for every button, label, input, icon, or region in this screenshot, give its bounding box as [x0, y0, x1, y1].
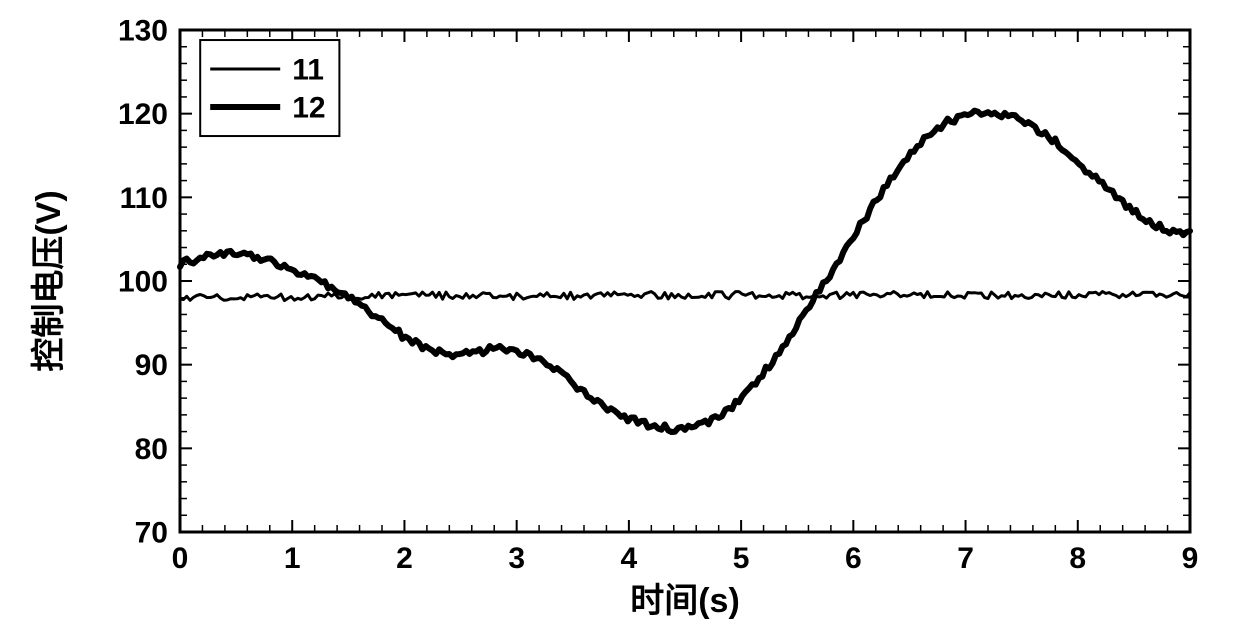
y-tick-label: 100 [118, 266, 168, 299]
legend-label: 11 [292, 54, 324, 87]
x-tick-label: 4 [621, 542, 638, 575]
y-tick-label: 80 [135, 433, 168, 466]
x-axis-label: 时间(s) [630, 582, 740, 620]
x-tick-label: 8 [1069, 542, 1086, 575]
x-tick-label: 2 [396, 542, 413, 575]
x-tick-label: 6 [845, 542, 862, 575]
x-tick-label: 9 [1182, 542, 1199, 575]
y-tick-label: 70 [135, 517, 168, 550]
x-tick-label: 5 [733, 542, 750, 575]
y-axis-label: 控制电压(V) [30, 190, 68, 371]
y-tick-label: 130 [118, 15, 168, 48]
legend-label: 12 [292, 92, 325, 125]
x-tick-label: 0 [172, 542, 189, 575]
chart-container: 0123456789708090100110120130时间(s)控制电压(V)… [0, 0, 1240, 642]
y-tick-label: 90 [135, 349, 168, 382]
y-tick-label: 110 [120, 182, 168, 215]
chart-svg: 0123456789708090100110120130时间(s)控制电压(V)… [0, 0, 1240, 642]
x-tick-label: 3 [508, 542, 525, 575]
y-tick-label: 120 [118, 98, 168, 131]
x-tick-label: 7 [957, 542, 974, 575]
x-tick-label: 1 [284, 542, 301, 575]
